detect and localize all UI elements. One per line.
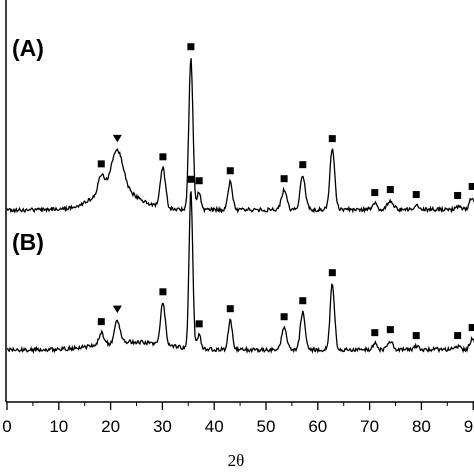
square-marker [371, 189, 379, 197]
square-marker [386, 326, 394, 334]
square-marker [299, 161, 307, 169]
square-marker [371, 329, 379, 337]
x-tick-label: 70 [360, 417, 379, 436]
square-marker [97, 160, 105, 168]
square-marker [468, 182, 474, 190]
x-tick-label: 30 [153, 417, 172, 436]
square-marker [412, 191, 420, 199]
x-tick-label: 50 [257, 417, 276, 436]
square-marker [412, 332, 420, 340]
square-marker [299, 297, 307, 305]
square-marker [468, 324, 474, 332]
x-tick-label: 90 [464, 417, 474, 436]
triangle-marker [112, 305, 122, 314]
square-marker [454, 191, 462, 199]
panel-labels: (A) (B) [12, 35, 44, 255]
triangle-marker [112, 134, 122, 143]
curves [6, 58, 474, 355]
square-marker [159, 288, 167, 296]
square-marker [159, 153, 167, 161]
x-tick-label: 20 [101, 417, 120, 436]
square-marker [280, 313, 288, 321]
square-marker [226, 305, 234, 313]
panel-label-a: (A) [12, 35, 44, 61]
x-tick-label: 40 [205, 417, 224, 436]
square-marker [187, 43, 195, 51]
square-marker [195, 320, 203, 328]
square-marker [386, 186, 394, 194]
plot-area [5, 0, 474, 403]
square-marker [187, 175, 195, 183]
markers [97, 43, 474, 340]
square-marker [195, 177, 203, 185]
square-marker [454, 332, 462, 340]
square-marker [328, 135, 336, 143]
square-marker [97, 318, 105, 326]
square-marker [328, 269, 336, 277]
x-ticks: 0 10 20 30 40 50 60 70 80 90 [2, 402, 474, 436]
x-tick-label: 80 [412, 417, 431, 436]
pattern-line-b [7, 191, 474, 355]
x-axis-title: 2θ [228, 451, 245, 470]
panel-label-b: (B) [12, 229, 44, 255]
x-tick-label: 10 [49, 417, 68, 436]
pattern-line-a [6, 58, 474, 214]
square-marker [226, 167, 234, 175]
x-tick-label: 60 [308, 417, 327, 436]
x-tick-label: 0 [2, 417, 11, 436]
square-marker [280, 175, 288, 183]
